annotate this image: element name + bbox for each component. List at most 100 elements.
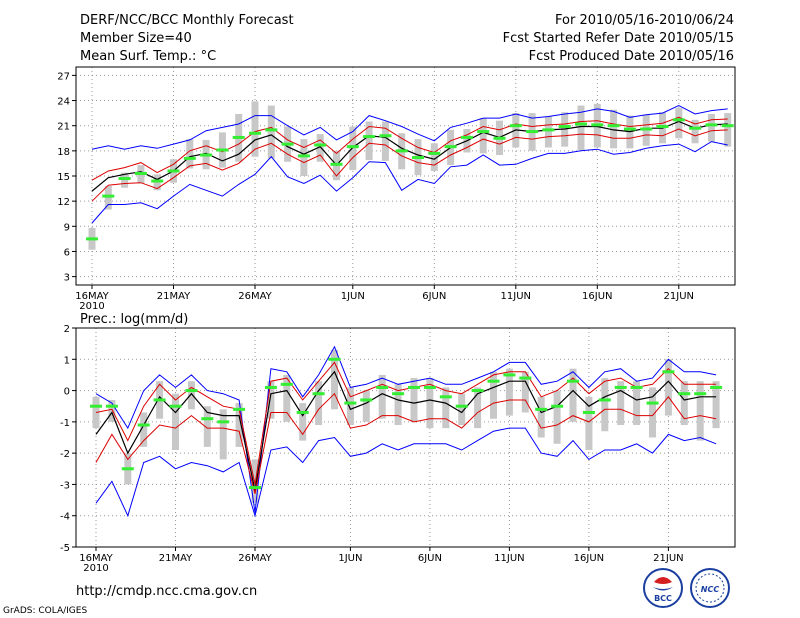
prec-median-dash bbox=[90, 404, 102, 408]
temp-max-line bbox=[91, 105, 728, 150]
temp-ensemble-box bbox=[610, 109, 618, 149]
temp-ytick-label: 9 bbox=[64, 222, 70, 233]
prec-median-dash bbox=[455, 404, 468, 408]
prec-ensemble-box bbox=[267, 381, 275, 419]
temp-median-dash bbox=[183, 156, 196, 160]
forecast-period: For 2010/05/16-2010/06/24 bbox=[555, 13, 734, 28]
temp-ensemble-box bbox=[104, 186, 112, 210]
temp-xtick-year: 2010 bbox=[79, 301, 104, 312]
temp-ensemble-box bbox=[121, 172, 129, 188]
temp-ytick-label: 21 bbox=[57, 122, 70, 133]
prec-median-dash bbox=[614, 385, 627, 389]
temp-ensemble-box bbox=[381, 121, 389, 161]
prec-ytick-label: -5 bbox=[60, 543, 70, 554]
prec-xtick-year: 2010 bbox=[83, 563, 108, 574]
prec-ytick-label: 2 bbox=[64, 324, 70, 335]
prec-xtick-label: 11JUN bbox=[494, 553, 524, 564]
temp-ensemble-box bbox=[365, 121, 373, 161]
prec-median-dash bbox=[360, 398, 373, 402]
temp-xtick-label: 21JUN bbox=[664, 291, 694, 302]
prec-ensemble-box bbox=[426, 378, 434, 429]
prec-xtick-label: 16MAY bbox=[79, 553, 113, 564]
prec-plot-frame bbox=[75, 327, 736, 548]
prec-median-dash bbox=[694, 392, 707, 396]
temp-xtick-label: 1JUN bbox=[341, 291, 365, 302]
prec-ensemble-box bbox=[283, 374, 291, 422]
prec-ensemble-box bbox=[219, 409, 227, 460]
prec-ensemble-box bbox=[553, 390, 561, 444]
temp-ensemble-box bbox=[430, 143, 438, 171]
prec-median-dash bbox=[312, 392, 325, 396]
prec-median-dash bbox=[201, 417, 214, 421]
temp-median-dash bbox=[151, 179, 164, 183]
prec-ensemble-box bbox=[108, 399, 116, 422]
prec-ensemble-box bbox=[331, 349, 338, 410]
temp-median-dash bbox=[444, 145, 457, 149]
temp-ensemble-box bbox=[251, 101, 259, 157]
temp-median-dash bbox=[721, 124, 734, 128]
temp-ytick-label: 24 bbox=[57, 97, 70, 108]
temp-median-dash bbox=[493, 136, 506, 140]
prec-median-dash bbox=[392, 392, 405, 396]
temp-median-dash bbox=[509, 124, 522, 128]
temp-median-dash bbox=[689, 126, 702, 130]
chart-title: DERF/NCC/BCC Monthly Forecast bbox=[80, 13, 294, 28]
prec-ensemble-box bbox=[585, 396, 593, 451]
prec-ensemble-box bbox=[172, 393, 179, 451]
temp-plot-frame bbox=[75, 66, 736, 286]
temp-median-dash bbox=[249, 131, 261, 135]
variable-label: Mean Surf. Temp.: °C bbox=[80, 49, 216, 64]
prec-ytick-label: -4 bbox=[60, 512, 70, 523]
temp-median-dash bbox=[281, 142, 294, 146]
prec-max-line bbox=[95, 345, 717, 513]
temp-ytick-label: 18 bbox=[57, 147, 70, 158]
temp-median-dash bbox=[216, 148, 229, 152]
prec-median-dash bbox=[121, 467, 134, 471]
temp-xtick-label: 6JUN bbox=[422, 291, 446, 302]
temp-median-dash bbox=[363, 135, 376, 139]
prec-ytick-label: -3 bbox=[60, 480, 70, 491]
temp-ensemble-box bbox=[267, 105, 275, 159]
temp-median-dash bbox=[640, 127, 653, 131]
prec-median-dash bbox=[567, 379, 579, 383]
prec-min-line bbox=[95, 427, 717, 518]
prec-median-dash bbox=[503, 373, 516, 377]
prec-ensemble-box bbox=[680, 381, 688, 425]
temp-median-dash bbox=[460, 135, 473, 139]
prec-ensemble-box bbox=[712, 381, 720, 429]
temp-ensemble-box bbox=[544, 116, 552, 148]
temp-median-dash bbox=[134, 171, 147, 175]
temp-median-dash bbox=[232, 135, 245, 139]
prec-median-dash bbox=[439, 395, 452, 399]
temp-median-dash bbox=[575, 122, 587, 126]
temp-xtick-label: 26MAY bbox=[238, 291, 272, 302]
prec-ensemble-box bbox=[649, 387, 656, 438]
temp-median-dash bbox=[297, 154, 310, 158]
forecast-produced-date: Fcst Produced Date 2010/05/16 bbox=[529, 49, 734, 64]
prec-xtick-label: 26MAY bbox=[238, 553, 272, 564]
temp-ytick-label: 27 bbox=[57, 71, 70, 82]
prec-upper-line bbox=[95, 361, 717, 485]
temp-ytick-label: 15 bbox=[57, 172, 70, 183]
temp-xtick-label: 11JUN bbox=[501, 291, 531, 302]
prec-ensemble-box bbox=[521, 371, 529, 413]
temp-median-dash bbox=[265, 128, 278, 132]
prec-ensemble-box bbox=[378, 374, 386, 419]
prec-ensemble-box bbox=[505, 368, 513, 416]
prec-xtick-label: 16JUN bbox=[574, 553, 604, 564]
temp-median-dash bbox=[705, 123, 718, 127]
prec-median-dash bbox=[710, 385, 723, 389]
temp-upper-line bbox=[91, 116, 728, 181]
temp-median-dash bbox=[477, 130, 490, 134]
bcc-logo-text: BCC bbox=[654, 594, 672, 603]
temp-median-dash bbox=[558, 125, 571, 129]
prec-ensemble-box bbox=[617, 381, 625, 425]
temp-median-dash bbox=[346, 145, 359, 149]
source-url[interactable]: http://cmdp.ncc.cma.gov.cn bbox=[76, 584, 257, 599]
prec-ensemble-box bbox=[696, 381, 704, 441]
prec-ensemble-box bbox=[537, 396, 545, 438]
prec-ytick-label: -1 bbox=[60, 418, 70, 429]
